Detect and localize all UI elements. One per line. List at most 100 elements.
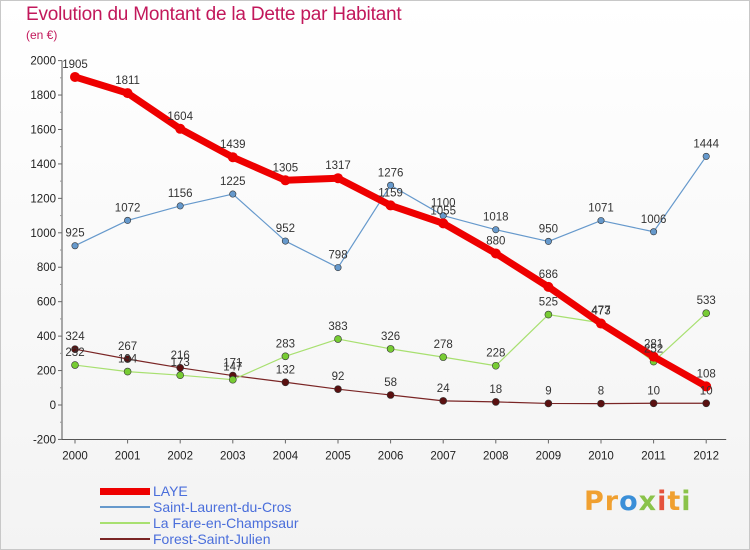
- x-tick-label: 2006: [378, 450, 404, 462]
- data-label: 952: [276, 223, 295, 235]
- data-label: 1276: [378, 167, 404, 179]
- data-point: [71, 361, 79, 369]
- data-point: [71, 242, 79, 250]
- data-label: 228: [486, 348, 505, 360]
- x-tick-label: 2001: [115, 450, 141, 462]
- data-point: [176, 364, 184, 372]
- data-label: 326: [381, 331, 400, 343]
- x-tick-label: 2012: [693, 450, 719, 462]
- data-point: [123, 367, 132, 376]
- data-label: 216: [171, 350, 190, 362]
- data-point: [387, 181, 395, 189]
- y-tick-label: 1600: [30, 124, 56, 136]
- data-point: [491, 398, 500, 406]
- x-tick-label: 2004: [273, 450, 299, 462]
- data-label: 1055: [430, 205, 456, 217]
- data-label: 194: [118, 354, 138, 366]
- y-tick-label: 1400: [30, 159, 56, 171]
- data-point: [649, 399, 658, 408]
- y-tick-label: 1000: [30, 228, 56, 240]
- legend-label: Forest-Saint-Julien: [153, 531, 271, 547]
- data-label: 1604: [167, 111, 193, 123]
- data-label: 283: [276, 338, 295, 350]
- data-point: [175, 123, 186, 134]
- data-label: 1156: [168, 188, 193, 200]
- data-label: 798: [328, 250, 347, 262]
- proxiti-logo: Proxiti: [584, 486, 692, 517]
- data-point: [490, 248, 501, 259]
- data-label: 267: [118, 341, 137, 353]
- data-point: [281, 237, 289, 245]
- data-point: [544, 399, 553, 408]
- x-tick-label: 2011: [641, 450, 666, 462]
- data-point: [544, 237, 552, 245]
- data-point: [123, 355, 132, 363]
- data-point: [281, 378, 290, 387]
- data-label: 473: [591, 306, 610, 318]
- x-tick-label: 2002: [167, 450, 193, 462]
- legend: LAYE Saint-Laurent-du-Cros La Fare-en-Cham…: [100, 483, 360, 547]
- data-point: [386, 345, 395, 353]
- x-tick-label: 2009: [536, 450, 562, 462]
- data-label: 383: [328, 321, 347, 333]
- data-label: 533: [697, 295, 716, 307]
- legend-label: LAYE: [153, 483, 188, 499]
- data-label: 9: [545, 385, 551, 397]
- data-label: 1071: [588, 203, 614, 215]
- data-label: 1159: [378, 187, 403, 199]
- data-label: 278: [434, 339, 453, 351]
- data-point: [701, 381, 712, 392]
- data-point: [491, 361, 500, 370]
- y-tick-label: 400: [37, 331, 56, 343]
- data-point: [597, 217, 605, 225]
- x-tick-label: 2007: [430, 450, 456, 462]
- y-tick-label: 2000: [30, 56, 56, 68]
- data-point: [597, 399, 605, 408]
- data-label: 1072: [115, 202, 141, 214]
- data-point: [650, 228, 658, 236]
- data-label: 252: [644, 344, 663, 356]
- data-label: 108: [697, 368, 716, 380]
- chart-subtitle: (en €): [26, 28, 58, 42]
- legend-swatch: [100, 487, 150, 495]
- data-point: [334, 335, 342, 343]
- data-point: [227, 152, 238, 163]
- legend-swatch: [100, 538, 150, 540]
- data-label: 1018: [483, 212, 509, 224]
- data-label: 132: [276, 364, 295, 376]
- data-label: 1225: [220, 176, 246, 188]
- data-label: 10: [700, 385, 713, 397]
- y-tick-label: 200: [37, 366, 56, 378]
- data-label: 58: [384, 377, 397, 389]
- data-label: 1444: [693, 138, 719, 150]
- legend-item: LAYE: [100, 483, 360, 499]
- data-point: [702, 309, 711, 318]
- data-point: [122, 88, 133, 99]
- data-label: 147: [223, 362, 242, 374]
- x-tick-label: 2000: [62, 450, 88, 462]
- y-tick-label: 800: [37, 262, 56, 274]
- data-label: 880: [486, 235, 505, 247]
- data-point: [543, 281, 554, 292]
- legend-swatch: [100, 506, 150, 508]
- data-point: [229, 190, 237, 198]
- data-point: [281, 352, 290, 361]
- x-tick-label: 2008: [483, 450, 509, 462]
- legend-item: La Fare-en-Champsaur: [100, 515, 360, 531]
- data-label: 8: [598, 386, 604, 398]
- y-tick-label: 1800: [30, 90, 56, 102]
- data-point: [702, 152, 710, 160]
- data-point: [385, 200, 396, 211]
- data-label: 324: [65, 331, 85, 343]
- y-tick-label: 0: [50, 400, 56, 412]
- data-point: [334, 385, 342, 393]
- data-point: [124, 216, 132, 224]
- x-tick-label: 2005: [325, 450, 351, 462]
- data-point: [333, 173, 343, 184]
- data-label: 525: [539, 297, 558, 309]
- data-point: [229, 375, 237, 384]
- data-label: 281: [644, 339, 663, 351]
- data-label: 10: [647, 385, 660, 397]
- data-point: [70, 71, 80, 82]
- data-point: [176, 202, 184, 210]
